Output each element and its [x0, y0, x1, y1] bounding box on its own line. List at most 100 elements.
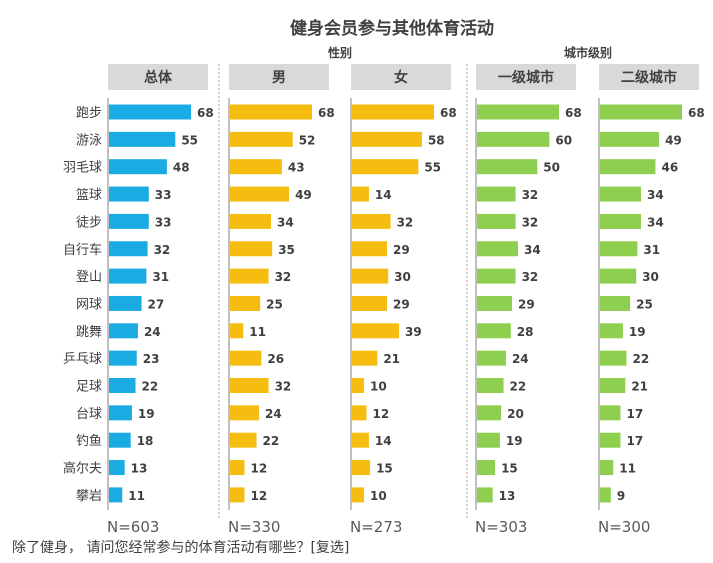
- value-label: 22: [510, 380, 527, 394]
- bar: [600, 295, 631, 311]
- value-label: 17: [627, 407, 644, 421]
- chart-title: 健身会员参与其他体育活动: [290, 18, 494, 39]
- value-label: 25: [266, 297, 283, 311]
- bar: [109, 104, 191, 120]
- bar: [600, 350, 627, 366]
- value-label: 14: [375, 188, 392, 202]
- value-label: 14: [375, 434, 392, 448]
- category-label: 台球: [76, 407, 102, 422]
- value-label: 50: [543, 161, 560, 175]
- value-label: 30: [394, 270, 411, 284]
- value-label: 18: [137, 434, 154, 448]
- value-label: 68: [440, 106, 457, 120]
- bar: [109, 268, 147, 284]
- value-label: 29: [393, 297, 410, 311]
- bar: [352, 186, 369, 202]
- value-label: 46: [661, 161, 678, 175]
- value-label: 11: [128, 489, 145, 503]
- value-label: 58: [428, 133, 445, 147]
- bar: [477, 323, 511, 339]
- value-label: 32: [397, 215, 414, 229]
- panel-header-box: [229, 64, 329, 90]
- category-label: 自行车: [63, 242, 102, 258]
- value-label: 33: [155, 188, 172, 202]
- panel-header-box: [108, 64, 208, 90]
- value-label: 25: [636, 297, 653, 311]
- bar: [352, 378, 365, 393]
- value-label: 48: [173, 161, 190, 175]
- value-label: 32: [275, 380, 292, 394]
- bar: [600, 378, 626, 393]
- bar: [477, 460, 496, 476]
- bar: [230, 432, 257, 448]
- sample-size-label: N=603: [107, 518, 159, 536]
- bar: [477, 378, 504, 393]
- bar: [230, 241, 273, 257]
- bar: [600, 241, 638, 257]
- panel-header-label: 总体: [144, 69, 173, 86]
- bar: [352, 241, 387, 257]
- value-label: 21: [383, 352, 400, 366]
- value-label: 68: [565, 106, 582, 120]
- value-label: 13: [131, 462, 148, 476]
- sample-size-label: N=300: [598, 518, 650, 536]
- bar: [600, 268, 637, 284]
- category-label: 登山: [76, 270, 102, 285]
- bar: [109, 350, 137, 366]
- value-label: 60: [555, 133, 572, 147]
- bar: [352, 350, 378, 366]
- value-label: 23: [143, 352, 160, 366]
- bar: [230, 405, 259, 421]
- category-label: 跳舞: [76, 325, 102, 340]
- value-label: 15: [501, 462, 518, 476]
- value-label: 12: [250, 489, 267, 503]
- value-label: 43: [288, 161, 305, 175]
- footnote: 除了健身， 请问您经常参与的体育活动有哪些？[复选]: [12, 539, 349, 556]
- category-label: 高尔夫: [63, 461, 102, 477]
- bar: [230, 159, 282, 175]
- bar: [477, 159, 538, 175]
- bar: [230, 186, 290, 202]
- sample-size-label: N=330: [228, 518, 280, 536]
- bar: [109, 213, 149, 229]
- value-label: 34: [277, 215, 294, 229]
- bar: [600, 186, 641, 202]
- panel-header-box: [599, 64, 699, 90]
- bar: [600, 131, 660, 147]
- value-label: 32: [275, 270, 292, 284]
- category-label: 乒乓球: [63, 352, 102, 367]
- value-label: 27: [148, 297, 165, 311]
- category-label: 游泳: [76, 133, 102, 148]
- panel-header-label: 一级城市: [498, 69, 554, 86]
- value-label: 15: [376, 462, 393, 476]
- value-label: 10: [370, 380, 387, 394]
- value-label: 29: [393, 243, 410, 257]
- bar: [352, 104, 434, 120]
- category-label: 篮球: [76, 188, 102, 203]
- bar: [109, 432, 131, 448]
- value-label: 32: [154, 243, 171, 257]
- category-label: 羽毛球: [63, 161, 102, 176]
- value-label: 31: [643, 243, 660, 257]
- value-label: 28: [517, 325, 534, 339]
- bar: [352, 487, 365, 503]
- value-label: 55: [424, 161, 441, 175]
- value-label: 32: [522, 188, 539, 202]
- value-label: 19: [506, 434, 523, 448]
- bar: [600, 104, 682, 120]
- bar: [230, 323, 244, 339]
- bar: [477, 350, 506, 366]
- bar: [477, 131, 550, 147]
- value-label: 52: [299, 133, 316, 147]
- bar: [230, 268, 269, 284]
- bar: [352, 131, 422, 147]
- panel-header-box: [476, 64, 576, 90]
- value-label: 49: [295, 188, 312, 202]
- value-label: 34: [647, 215, 664, 229]
- category-label: 徒步: [76, 215, 102, 230]
- bar: [230, 131, 293, 147]
- bar: [600, 323, 623, 339]
- bar: [230, 104, 312, 120]
- value-label: 9: [617, 489, 625, 503]
- bar: [600, 460, 614, 476]
